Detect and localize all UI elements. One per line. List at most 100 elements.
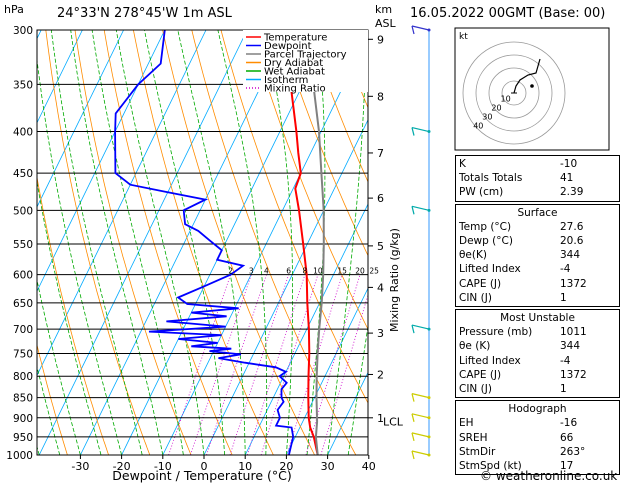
background-lines — [37, 30, 368, 455]
hodograph-value: -16 — [560, 417, 578, 430]
lcl-label: LCL — [383, 416, 404, 429]
series-parcel-trajectory — [303, 30, 325, 455]
surface-value: 1372 — [560, 277, 587, 290]
series-temperature — [279, 30, 319, 455]
legend-bg — [243, 30, 368, 92]
mixing-ratio-line — [246, 274, 306, 455]
x-axis-label: Dewpoint / Temperature (°C) — [112, 468, 291, 483]
surface-value: -4 — [560, 263, 571, 276]
index-label: Totals Totals — [459, 172, 523, 185]
most-unstable-box: Most Unstable Pressure (mb) 1011 θe (K) 344… — [455, 309, 620, 399]
legend-entry: Temperature — [263, 33, 327, 44]
wind-barb-dot — [427, 396, 431, 400]
pressure-tick-label: 500 — [13, 205, 33, 217]
wind-barb — [411, 324, 430, 330]
hodograph-ring-label: 10 — [501, 94, 511, 103]
index-row: K -10 — [459, 157, 616, 171]
x-tick-label: 20 — [279, 460, 293, 473]
x-tick-label: 30 — [321, 460, 335, 473]
wind-barb-flag — [411, 450, 415, 460]
km-tick-label: 1 — [377, 412, 384, 425]
pressure-unit: hPa — [4, 3, 24, 16]
hodograph-label: SREH — [459, 431, 488, 444]
hodograph-value: 263° — [560, 445, 586, 458]
wet-adiabat-line — [115, 30, 205, 455]
most-unstable-row: CIN (J) 1 — [459, 382, 616, 396]
hodograph-ring-label: 30 — [482, 113, 492, 122]
legend-entry: Wet Adiabat — [264, 67, 325, 78]
wet-adiabat-line — [347, 323, 368, 455]
hodograph-ring — [462, 41, 566, 145]
surface-row: CAPE (J) 1372 — [459, 277, 616, 291]
most-unstable-row: Pressure (mb) 1011 — [459, 325, 616, 339]
mixing-ratio-line — [168, 274, 231, 455]
hodograph-box: Hodograph EH -16 SREH 66 StmDir 263° StmSpd (k… — [455, 400, 620, 476]
mixing-ratio-label: 3 — [249, 267, 254, 276]
pressure-tick-label: 900 — [13, 413, 33, 425]
mixing-ratio-label: 6 — [286, 267, 291, 276]
datetime-label: 16.05.2022 00GMT (Base: 00) — [410, 6, 606, 21]
wind-barb-flag — [411, 206, 415, 215]
location-label: 24°33'N 278°45'W 1m ASL — [57, 6, 232, 21]
surface-value: 344 — [560, 249, 581, 262]
legend-entry: Parcel Trajectory — [264, 50, 347, 61]
mixing-ratio-label: 8 — [303, 267, 308, 276]
isotherm-line — [286, 287, 368, 455]
surface-label: θe(K) — [459, 249, 487, 262]
wind-barb — [411, 432, 430, 438]
hodograph-ring-label: 20 — [491, 104, 501, 113]
index-row: Totals Totals 41 — [459, 171, 616, 185]
mixing-ratio-label: 10 — [313, 267, 323, 276]
most-unstable-value: 344 — [560, 340, 581, 353]
mixing-ratio-label: 25 — [369, 267, 379, 276]
pressure-tick-label: 550 — [13, 239, 33, 251]
wind-barb — [411, 25, 430, 31]
most-unstable-label: Lifted Index — [459, 354, 521, 367]
surface-row: CIN (J) 1 — [459, 291, 616, 305]
pressure-tick-label: 350 — [13, 79, 33, 91]
dry-adiabat-line — [308, 30, 368, 183]
height-unit-asl: ASL — [375, 17, 397, 30]
wet-adiabat-line — [91, 30, 184, 455]
wind-barb-flag — [411, 393, 415, 402]
hodograph-trace — [513, 58, 541, 94]
pressure-tick-label: 850 — [13, 393, 33, 405]
km-tick-label: 5 — [377, 240, 384, 253]
mixing-ratio-line — [320, 293, 368, 455]
pressure-tick-label: 450 — [13, 168, 33, 180]
storm-motion-marker — [530, 84, 534, 88]
profile-lines — [114, 30, 325, 455]
wet-adiabat-line — [327, 30, 367, 455]
hodograph-row: EH -16 — [459, 416, 616, 430]
hodograph-row: StmSpd (kt) 17 — [459, 459, 616, 473]
hodograph-ring — [488, 67, 540, 119]
most-unstable-title: Most Unstable — [500, 312, 575, 325]
wind-barb-dot — [427, 130, 431, 134]
most-unstable-value: 1 — [560, 383, 567, 396]
most-unstable-row: CAPE (J) 1372 — [459, 368, 616, 382]
surface-label: Lifted Index — [459, 263, 521, 276]
isotherm-line — [244, 203, 368, 455]
wind-barb-dot — [427, 435, 431, 439]
x-tick-label: -20 — [113, 460, 131, 473]
km-tick-label: 6 — [377, 192, 384, 205]
most-unstable-value: -4 — [560, 354, 571, 367]
pressure-tick-label: 1000 — [6, 450, 33, 462]
x-tick-label: -30 — [71, 460, 89, 473]
most-unstable-value: 1011 — [560, 326, 587, 339]
isotherm-line — [162, 34, 368, 455]
mixing-ratio-line — [190, 274, 252, 455]
wind-barb-flag — [411, 324, 415, 334]
index-value: 41 — [560, 172, 574, 185]
mixing-ratio-label: 15 — [337, 267, 347, 276]
surface-row: Lifted Index -4 — [459, 262, 616, 276]
most-unstable-label: CIN (J) — [459, 383, 492, 396]
km-tick-label: 7 — [377, 147, 384, 160]
hodograph-label: StmSpd (kt) — [459, 460, 522, 473]
hodograph-value: 17 — [560, 460, 574, 473]
hodograph-frame — [454, 27, 610, 151]
isotherm-line — [38, 30, 248, 455]
legend-entry: Dewpoint — [264, 41, 312, 52]
